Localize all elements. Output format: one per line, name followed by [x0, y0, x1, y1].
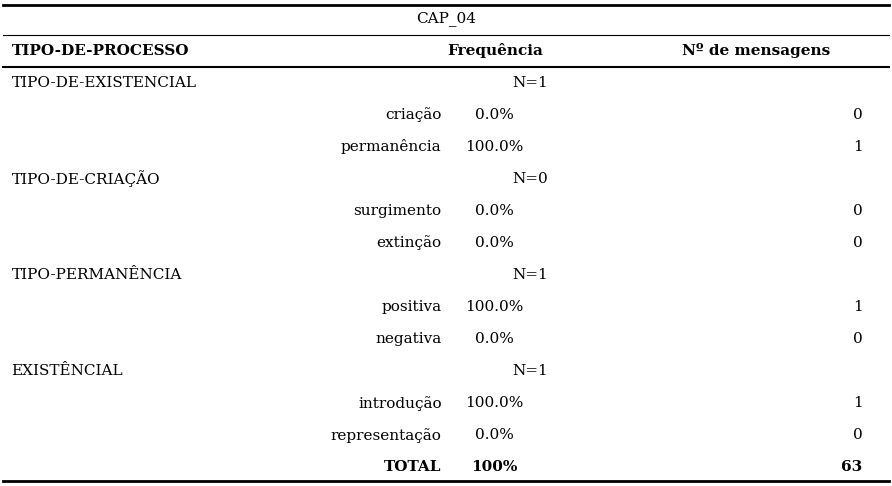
Text: permanência: permanência — [341, 139, 442, 155]
Text: surgimento: surgimento — [353, 204, 442, 218]
Text: introdução: introdução — [358, 396, 442, 411]
Text: 0: 0 — [853, 236, 863, 250]
Text: Frequência: Frequência — [447, 43, 542, 58]
Text: TIPO-PERMANÊNCIA: TIPO-PERMANÊNCIA — [12, 268, 182, 282]
Text: 0.0%: 0.0% — [475, 108, 514, 122]
Text: negativa: negativa — [376, 332, 442, 346]
Text: TOTAL: TOTAL — [384, 460, 442, 474]
Text: 0.0%: 0.0% — [475, 236, 514, 250]
Text: Nº de mensagens: Nº de mensagens — [682, 43, 830, 58]
Text: 0.0%: 0.0% — [475, 428, 514, 442]
Text: TIPO-DE-CRIAÇÃO: TIPO-DE-CRIAÇÃO — [12, 171, 161, 188]
Text: EXISTÊNCIAL: EXISTÊNCIAL — [12, 364, 123, 378]
Text: 0: 0 — [853, 428, 863, 442]
Text: positiva: positiva — [382, 300, 442, 314]
Text: 1: 1 — [853, 300, 863, 314]
Text: TIPO-DE-EXISTENCIAL: TIPO-DE-EXISTENCIAL — [12, 76, 196, 90]
Text: 100%: 100% — [472, 460, 518, 474]
Text: 0: 0 — [853, 204, 863, 218]
Text: 1: 1 — [853, 140, 863, 154]
Text: TIPO-DE-PROCESSO: TIPO-DE-PROCESSO — [12, 44, 189, 58]
Text: 1: 1 — [853, 396, 863, 410]
Text: 0: 0 — [853, 108, 863, 122]
Text: 0.0%: 0.0% — [475, 332, 514, 346]
Text: 100.0%: 100.0% — [466, 300, 524, 314]
Text: N=1: N=1 — [513, 364, 549, 378]
Text: 0: 0 — [853, 332, 863, 346]
Text: 63: 63 — [841, 460, 863, 474]
Text: N=1: N=1 — [513, 76, 549, 90]
Text: N=1: N=1 — [513, 268, 549, 282]
Text: representação: representação — [331, 428, 442, 443]
Text: extinção: extinção — [376, 236, 442, 250]
Text: N=0: N=0 — [513, 172, 549, 186]
Text: criação: criação — [385, 107, 442, 122]
Text: 0.0%: 0.0% — [475, 204, 514, 218]
Text: 100.0%: 100.0% — [466, 396, 524, 410]
Text: 100.0%: 100.0% — [466, 140, 524, 154]
Text: CAP_04: CAP_04 — [416, 11, 476, 26]
